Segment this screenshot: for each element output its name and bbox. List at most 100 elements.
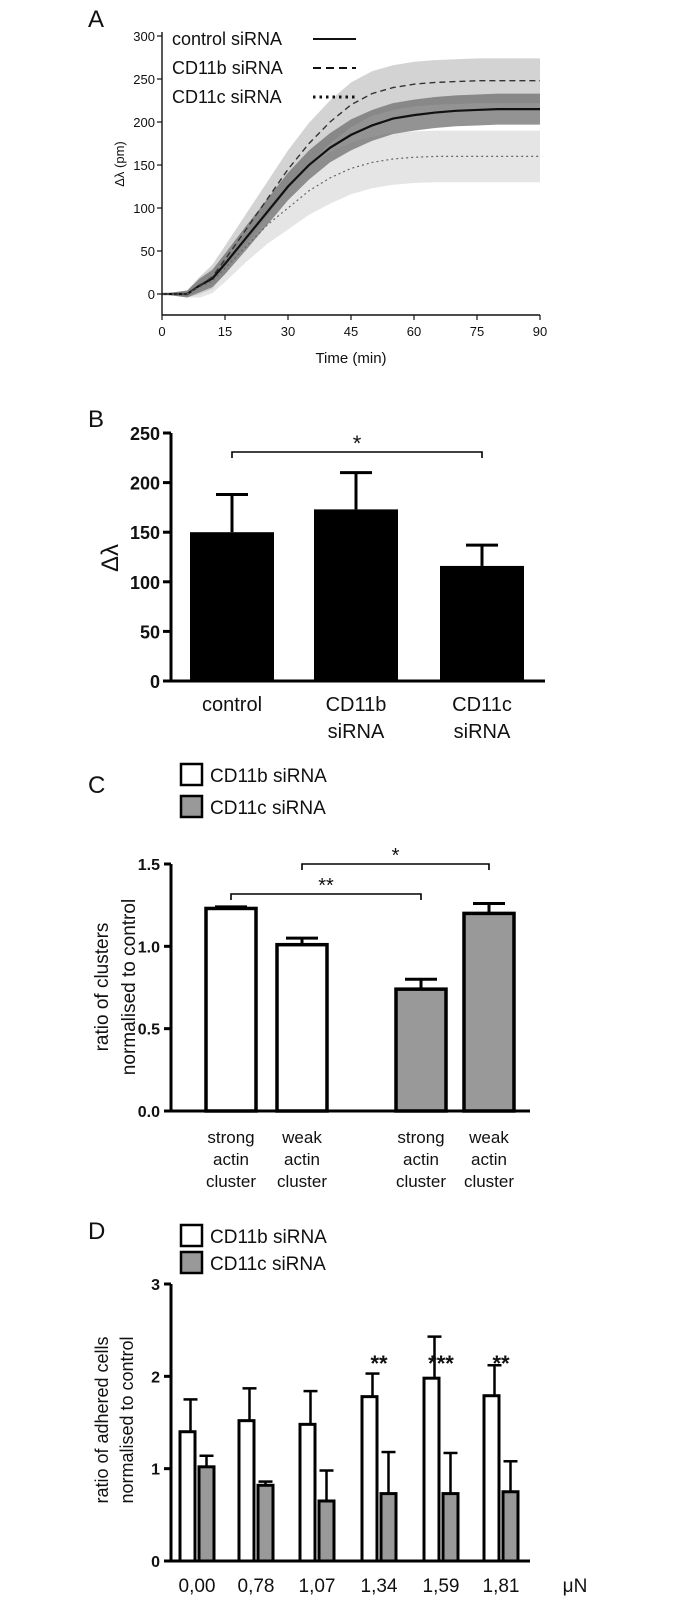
panel-c: C CD11b siRNA CD11c siRNA strong actin cluste… (88, 762, 530, 1191)
error-band (162, 93, 540, 298)
y-tick-label: 200 (130, 474, 160, 494)
significance-star: * (392, 845, 400, 867)
x-category-label: CD11b (326, 694, 387, 716)
significance-star: ** (318, 875, 334, 897)
x-category-label: control (202, 694, 262, 716)
x-category-label: 1,34 (361, 1576, 398, 1597)
x-category-label: cluster (206, 1172, 256, 1191)
y-tick-label: 50 (140, 622, 160, 642)
panel-label: D (88, 1218, 105, 1245)
error-band (162, 130, 540, 298)
x-category-label: weak (281, 1128, 322, 1147)
x-category-label: siRNA (454, 721, 511, 743)
x-axis-unit: μN (563, 1576, 588, 1597)
x-category-label: 0,78 (238, 1576, 275, 1597)
x-category-label: actin (213, 1150, 249, 1169)
y-tick-label: 100 (133, 201, 155, 216)
bar (197, 1465, 216, 1563)
x-category-label: strong (397, 1128, 444, 1147)
error-band (162, 58, 540, 298)
x-category-label: actin (284, 1150, 320, 1169)
bar (360, 1395, 379, 1563)
significance-bracket (231, 451, 483, 458)
bar (256, 1483, 275, 1563)
x-category-label: cluster (396, 1172, 446, 1191)
panel-a: A 0 50 100 150 200 250 300 0 15 30 45 60 75 90 Time (mi… (88, 6, 547, 367)
bar (275, 942, 329, 1113)
bar (441, 1492, 460, 1563)
bar (178, 1430, 197, 1563)
x-category-label: weak (468, 1128, 509, 1147)
x-tick-label: 30 (281, 324, 295, 339)
x-tick-label: 90 (533, 324, 547, 339)
y-tick-label: 0.5 (138, 1022, 160, 1039)
x-category-label: cluster (464, 1172, 514, 1191)
y-tick-label: 3 (151, 1277, 160, 1294)
bar (394, 987, 448, 1113)
x-category-label: 1,81 (483, 1576, 520, 1597)
x-category-label: strong (207, 1128, 254, 1147)
bar (317, 1499, 336, 1563)
bar (501, 1490, 520, 1563)
panel-label: B (88, 406, 104, 433)
series-line (162, 155, 540, 295)
series-line (162, 107, 540, 296)
significance-star: ** (370, 1351, 388, 1376)
legend-label: CD11c siRNA (172, 87, 282, 107)
y-tick-label: 150 (133, 158, 155, 173)
y-tick-label: 300 (133, 29, 155, 44)
significance-bracket (301, 863, 490, 870)
y-axis-title: normalised to control (119, 899, 140, 1075)
bar (314, 509, 398, 681)
bar (204, 906, 258, 1113)
bar (190, 532, 274, 681)
legend-label: CD11c siRNA (210, 1254, 326, 1275)
bar (462, 911, 516, 1113)
bar (482, 1394, 501, 1563)
x-tick-label: 60 (407, 324, 421, 339)
x-category-label: 1,59 (423, 1576, 460, 1597)
legend-label: CD11b siRNA (210, 1227, 327, 1248)
legend-label: control siRNA (172, 29, 282, 49)
y-tick-label: 250 (133, 72, 155, 87)
x-category-label: 0,00 (179, 1576, 216, 1597)
significance-bracket (230, 893, 422, 900)
y-tick-label: 0.0 (138, 1104, 160, 1121)
y-tick-label: 100 (130, 573, 160, 593)
panel-label: C (88, 772, 105, 799)
x-category-label: actin (403, 1150, 439, 1169)
y-tick-label: 250 (130, 424, 160, 444)
bar (422, 1376, 441, 1563)
x-category-label: 1,07 (299, 1576, 336, 1597)
y-tick-label: 1.5 (138, 857, 160, 874)
y-axis-title: ratio of clusters (92, 923, 113, 1052)
bar (379, 1492, 398, 1563)
significance-star: * (353, 431, 362, 456)
y-tick-label: 0 (150, 672, 160, 692)
bar (237, 1419, 256, 1563)
series-line (162, 80, 540, 295)
y-tick-label: 2 (151, 1369, 160, 1386)
y-tick-label: 1.0 (138, 939, 160, 956)
x-tick-label: 45 (344, 324, 358, 339)
x-tick-label: 0 (158, 324, 165, 339)
significance-star: ** (492, 1351, 510, 1376)
x-axis-title: Time (min) (315, 350, 386, 367)
significance-star: *** (428, 1351, 454, 1376)
x-tick-label: 15 (218, 324, 232, 339)
y-axis-title: ratio of adhered cells (92, 1336, 112, 1503)
panel-label: A (88, 6, 104, 33)
legend-label: CD11c siRNA (210, 798, 326, 819)
y-tick-label: 1 (151, 1462, 160, 1479)
y-axis-title: Δλ (97, 544, 124, 572)
y-tick-label: 0 (148, 287, 155, 302)
legend-swatch (179, 762, 204, 787)
bar (298, 1422, 317, 1563)
bar (440, 565, 524, 681)
y-tick-label: 150 (130, 523, 160, 543)
y-axis-title: Δλ (pm) (112, 141, 127, 187)
x-category-label: actin (471, 1150, 507, 1169)
legend-swatch (179, 794, 204, 819)
